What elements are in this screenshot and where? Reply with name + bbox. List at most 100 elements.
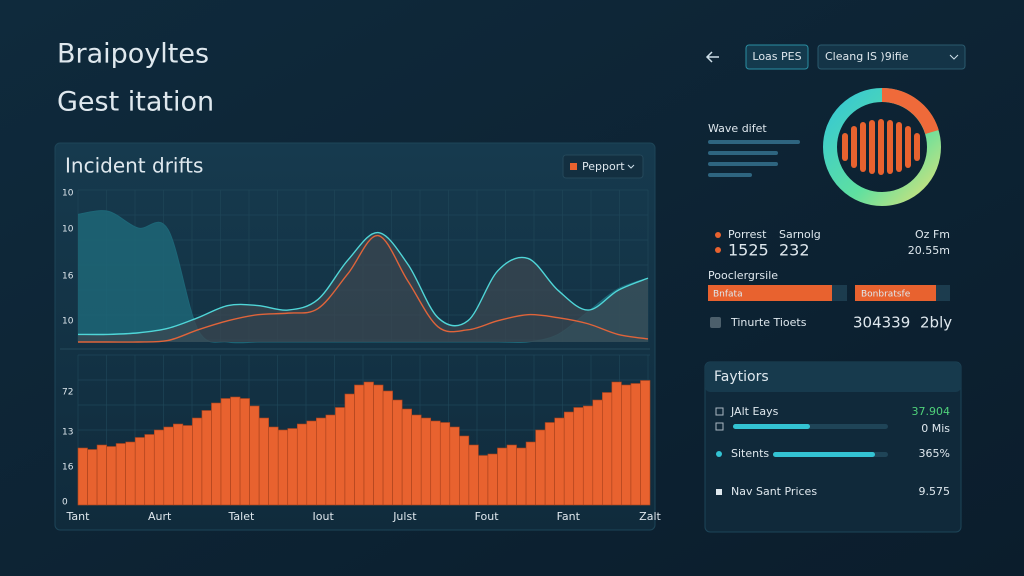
- bar: [173, 423, 184, 506]
- y-label: 16: [62, 272, 74, 282]
- bar: [87, 449, 98, 506]
- bar: [96, 444, 107, 506]
- filter[interactable]: [562, 154, 644, 179]
- x-tick-label: Talet: [228, 510, 255, 523]
- bar: [144, 434, 155, 506]
- x-tick-label: Zalt: [639, 510, 661, 523]
- stat-label: Porrest: [728, 228, 767, 241]
- donut: [823, 87, 941, 206]
- bar: [401, 408, 412, 506]
- stat-label: Sarnolg: [779, 228, 821, 241]
- chevron: [949, 54, 959, 60]
- bar-track: [832, 285, 847, 301]
- bar-pill: [855, 285, 936, 301]
- bar: [192, 417, 203, 506]
- bar: [420, 417, 432, 506]
- line-bar: [708, 173, 752, 177]
- bar: [268, 426, 279, 506]
- stat-label: Oz Fm: [915, 228, 950, 241]
- dot: [716, 451, 722, 457]
- y-label: 13: [62, 428, 73, 438]
- row-unit: 2bly: [920, 314, 952, 332]
- line-bar: [708, 151, 778, 155]
- y-label: 0: [62, 498, 68, 508]
- dot: [715, 247, 721, 253]
- bar: [554, 417, 565, 506]
- bar-label: Bnfata: [713, 290, 743, 300]
- page-title: Braipoyltes: [57, 39, 209, 70]
- x-tick-label: Iout: [313, 510, 335, 523]
- bar: [115, 443, 126, 506]
- bar: [287, 428, 298, 506]
- x-tick-label: Aurt: [148, 510, 172, 523]
- checkbox[interactable]: [715, 407, 724, 416]
- ring-segment: [881, 87, 939, 135]
- stat-value: 1525: [728, 241, 769, 260]
- bar: [582, 405, 594, 506]
- bar: [230, 396, 241, 506]
- bar: [630, 383, 641, 506]
- checkbox[interactable]: [710, 317, 721, 328]
- back-arrow[interactable]: [705, 51, 719, 63]
- bar: [306, 420, 317, 506]
- bar: [382, 390, 393, 506]
- bar: [459, 435, 470, 506]
- chevron: [627, 164, 635, 169]
- bar: [478, 455, 489, 506]
- progress-fill: [773, 452, 875, 457]
- bar: [439, 422, 451, 506]
- bar: [563, 411, 575, 506]
- stat-value: 232: [779, 241, 810, 260]
- section-label: Pooclergrsile: [708, 269, 778, 282]
- bar: [516, 447, 527, 506]
- dot: [715, 232, 721, 238]
- dropdown-label: Cleang IS )9ifie: [825, 50, 909, 63]
- x-tick-label: Fout: [475, 510, 500, 523]
- bar: [211, 402, 222, 506]
- bar: [468, 444, 479, 506]
- wave-label: Wave difet: [708, 122, 767, 135]
- bar: [506, 444, 517, 506]
- bar: [592, 399, 603, 506]
- bar: [125, 441, 136, 506]
- factor-value: 365%: [919, 447, 950, 460]
- area-fill: [78, 232, 648, 342]
- y-label: 72: [62, 388, 73, 398]
- button-label: Loas PES: [752, 50, 801, 63]
- bar: [182, 425, 193, 506]
- progress-fill: [733, 424, 810, 429]
- bar: [201, 410, 212, 506]
- bar: [535, 429, 546, 506]
- bar-track: [936, 285, 950, 301]
- bar-pill: [708, 285, 832, 301]
- bar: [344, 393, 355, 506]
- bar: [77, 447, 88, 506]
- line: [77, 234, 649, 343]
- bullet: [716, 489, 722, 495]
- line-bar: [708, 140, 800, 144]
- bar: [335, 407, 346, 506]
- button[interactable]: [745, 44, 809, 70]
- dropdown[interactable]: [817, 44, 966, 70]
- bar: [392, 399, 403, 506]
- bar: [325, 414, 336, 506]
- factor-value: 0 Mis: [921, 422, 950, 435]
- y-label: 10: [62, 189, 74, 199]
- y-label: 16: [62, 463, 74, 473]
- panel-title: Incident drifts: [65, 154, 203, 178]
- bar: [373, 384, 384, 506]
- bar: [249, 405, 260, 506]
- bar: [573, 407, 584, 506]
- bar: [525, 441, 536, 506]
- checkbox[interactable]: [715, 422, 724, 431]
- bar: [153, 429, 165, 506]
- y-label: 10: [62, 225, 74, 235]
- bar: [220, 398, 231, 506]
- x-tick-label: Fant: [557, 510, 581, 523]
- bar: [430, 420, 441, 506]
- bar: [258, 417, 269, 506]
- bar: [449, 426, 460, 506]
- bar-label: Bonbratsfe: [861, 290, 911, 300]
